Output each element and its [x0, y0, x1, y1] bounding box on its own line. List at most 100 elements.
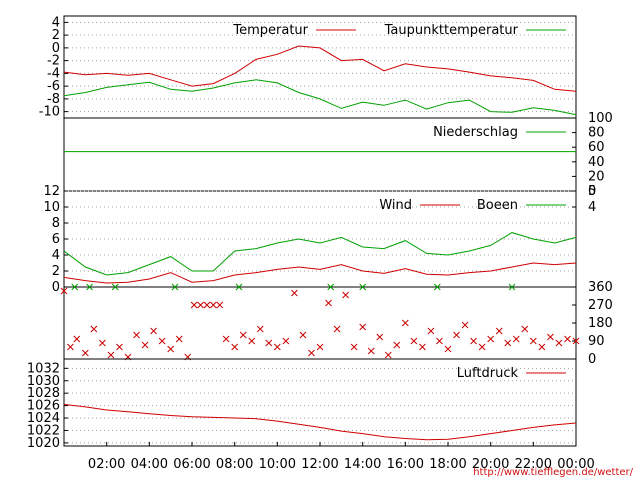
wind-direction-point: [333, 325, 341, 333]
y-tick-label: -8: [47, 92, 60, 107]
wind-direction-point: [427, 327, 435, 335]
panel-wind_direction: 360 270 180 90 0: [60, 280, 613, 367]
y-tick-label: 4: [52, 15, 60, 30]
legend-label: Wind: [379, 198, 412, 213]
y-tick-label-right: 90: [588, 334, 605, 349]
wind-direction-point: [547, 333, 554, 341]
wind-direction-point: [342, 291, 349, 299]
wind-direction-point: [572, 337, 580, 345]
wind-direction-point: [216, 301, 224, 309]
wind-direction-point: [60, 287, 68, 295]
wind-direction-point: [282, 337, 290, 345]
series-line-taupunkttemperatur: [63, 79, 577, 116]
wind-direction-point: [538, 343, 546, 351]
wind-direction-point: [239, 331, 247, 339]
wind-direction-point: [273, 343, 281, 351]
x-tick-label: 16:00: [387, 457, 424, 472]
y-tick-label-right: 360: [588, 280, 613, 295]
y-tick-label: 1020: [27, 436, 60, 451]
wind-direction-point: [367, 347, 375, 355]
wind-direction-point: [81, 349, 89, 357]
wind-direction-point: [107, 351, 115, 359]
y-tick-label-right: 60: [588, 140, 605, 155]
wind-direction-point: [203, 301, 211, 309]
wind-direction-point: [419, 343, 426, 351]
y-tick-label: -4: [47, 66, 60, 81]
wind-direction-point: [504, 339, 512, 347]
wind-direction-point: [453, 331, 460, 339]
legend-label: Niederschlag: [433, 125, 518, 140]
y-tick-label: 1028: [27, 386, 60, 401]
x-tick-label: 04:00: [131, 457, 168, 472]
y-tick-label: 4: [52, 248, 60, 263]
y-tick-label-right: 180: [588, 316, 613, 331]
wind-direction-point: [350, 343, 358, 351]
x-tick-label: 10:00: [259, 457, 296, 472]
wind-direction-point: [171, 283, 179, 291]
y-tick-label: 1024: [27, 411, 60, 426]
wind-direction-point: [133, 331, 140, 339]
wind-direction-point: [116, 343, 123, 351]
source-url: http://www.tiefflegen.de/wetter/: [473, 467, 633, 478]
wind-direction-point: [190, 301, 198, 309]
y-tick-label: 1026: [27, 399, 60, 414]
legend-label: Boeen: [477, 198, 518, 213]
x-axis: 02:00 04:00 06:00 08:00 10:00 12:00 14:00 16:00…: [88, 442, 595, 472]
y-tick-label-right: 4: [588, 200, 596, 215]
wind-direction-point: [231, 343, 239, 351]
wind-direction-point: [111, 283, 119, 291]
y-tick-label: -2: [47, 54, 60, 69]
wind-direction-point: [359, 323, 367, 331]
wind-direction-point: [141, 341, 149, 349]
wind-direction-point: [564, 335, 571, 343]
y-tick-label-right: 20: [588, 169, 605, 184]
wind-direction-point: [393, 341, 401, 349]
wind-direction-point: [508, 283, 516, 291]
y-tick-label: 1032: [27, 361, 60, 376]
wind-direction-point: [73, 335, 81, 343]
wind-direction-point: [555, 339, 563, 347]
wind-direction-point: [470, 337, 477, 345]
wind-direction-point: [99, 339, 106, 347]
series-line-temperatur: [63, 45, 577, 92]
wind-direction-point: [90, 325, 98, 333]
y-tick-label: -6: [47, 79, 60, 94]
x-tick-label: 20:00: [472, 457, 509, 472]
legend-label: Temperatur: [232, 23, 308, 38]
wind-direction-point: [327, 283, 335, 291]
wind-direction-point: [521, 325, 529, 333]
y-tick-label: 0: [52, 280, 60, 295]
wind-direction-point: [86, 283, 93, 291]
y-tick-label-right: 100: [588, 111, 613, 126]
y-tick-label: 10: [43, 200, 60, 215]
wind-direction-point: [308, 349, 315, 357]
wind-direction-point: [461, 321, 469, 329]
wind-direction-point: [512, 335, 520, 343]
wind-direction-point: [359, 283, 367, 291]
panel-temperature: 420-2-4-6-8-10 Taupunkttemperatur Temperat…: [39, 15, 577, 120]
x-tick-label: 00:00: [557, 457, 594, 472]
wind-direction-point: [256, 325, 264, 333]
y-tick-label: 2: [52, 28, 60, 43]
y-tick-label-right: 80: [588, 126, 605, 141]
y-tick-label-right: 40: [588, 155, 605, 170]
wind-direction-point: [316, 343, 324, 351]
y-tick-label: 0: [52, 41, 60, 56]
wind-direction-point: [436, 337, 443, 345]
wind-direction-point: [197, 301, 204, 309]
wind-direction-point: [67, 343, 74, 351]
wind-direction-point: [401, 319, 409, 327]
wind-direction-point: [384, 351, 392, 359]
x-tick-label: 08:00: [216, 457, 253, 472]
wind-direction-point: [71, 283, 79, 291]
x-tick-label: 12:00: [301, 457, 338, 472]
y-tick-label: 8: [52, 216, 60, 231]
y-tick-label-right: 5: [588, 184, 596, 199]
wind-direction-point: [478, 343, 486, 351]
legend-label: Luftdruck: [457, 366, 519, 381]
series-line-boeen: [63, 232, 577, 276]
